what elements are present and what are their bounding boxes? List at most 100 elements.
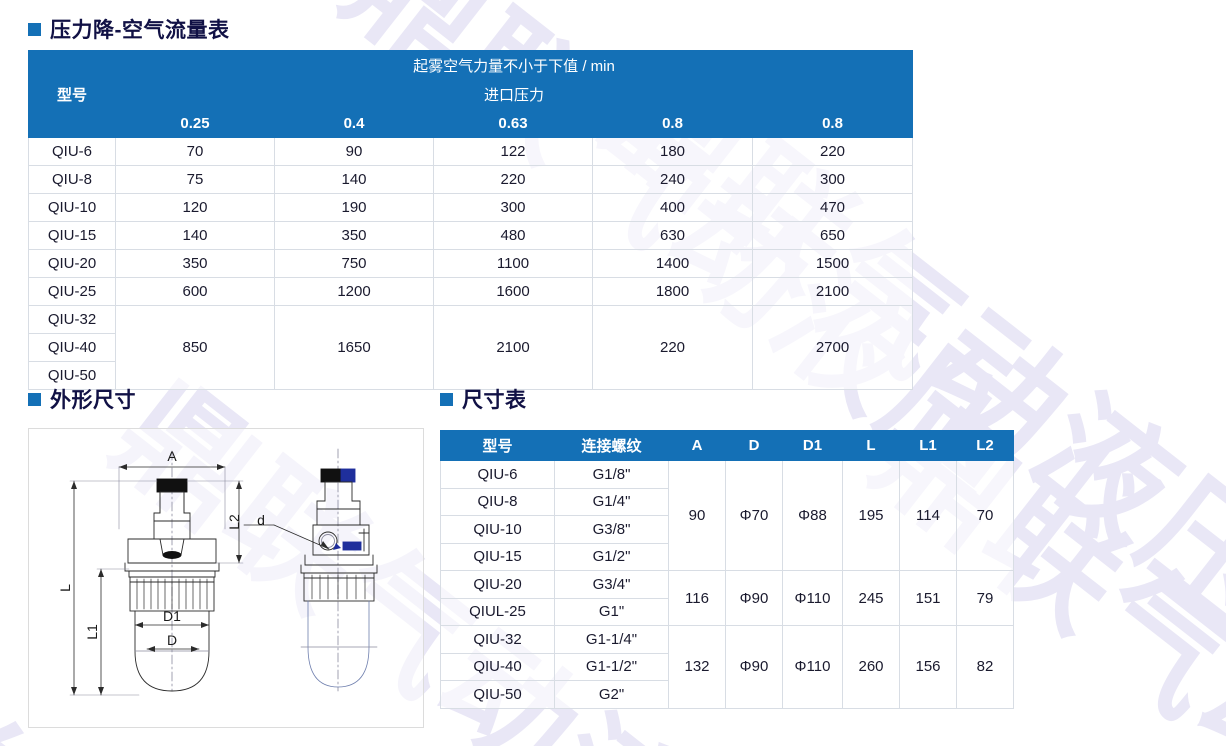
flow-cell-value: 1500 bbox=[752, 249, 913, 278]
table-row: QIU-50 G2" bbox=[440, 680, 1014, 709]
flow-cell-model: QIU-40 bbox=[28, 333, 116, 362]
dim-cell-l2: 70 bbox=[956, 460, 1014, 571]
flow-cell-model: QIU-25 bbox=[28, 277, 116, 306]
dim-cell-thread: G1/8" bbox=[554, 460, 669, 489]
flow-cell-value-merged: 1650 bbox=[274, 305, 434, 390]
table-row: QIU-32 G1-1/4" 132 Φ90 Φ110 260 156 82 bbox=[440, 625, 1014, 709]
dim-cell-model: QIU-15 bbox=[440, 542, 555, 571]
dim-cell-model: QIU-50 bbox=[440, 680, 555, 709]
dim-header-row: 型号 连接螺纹 A D D1 L L1 L2 bbox=[440, 430, 1014, 461]
flow-cell-model: QIU-20 bbox=[28, 249, 116, 278]
dimension-size-table: 型号 连接螺纹 A D D1 L L1 L2 QIU-6 G1/8" 90 Φ7… bbox=[440, 430, 1014, 709]
dim-header-d: D bbox=[725, 430, 783, 461]
table-row: QIU-10 G3/8" bbox=[440, 515, 1014, 544]
dim-header-thread: 连接螺纹 bbox=[554, 430, 669, 461]
dim-cell-model: QIU-6 bbox=[440, 460, 555, 489]
table-row: QIU-40 bbox=[28, 333, 913, 362]
label-D1: D1 bbox=[163, 608, 181, 624]
flow-cell-value: 1400 bbox=[592, 249, 753, 278]
flow-cell-value: 470 bbox=[752, 193, 913, 222]
dim-cell-a: 90 bbox=[668, 460, 726, 571]
dim-cell-d: Φ90 bbox=[725, 625, 783, 709]
flow-cell-value: 120 bbox=[115, 193, 275, 222]
table-row: QIU-6 G1/8" 90 Φ70 Φ88 195 114 70 bbox=[440, 460, 1014, 571]
bullet-square-icon bbox=[28, 22, 41, 36]
table-row: QIU-15 140 350 480 630 650 bbox=[28, 221, 913, 250]
flow-cell-value: 350 bbox=[115, 249, 275, 278]
section-heading-outline-label: 外形尺寸 bbox=[50, 389, 136, 412]
flow-cell-value: 1100 bbox=[433, 249, 593, 278]
table-row: QIU-8 75 140 220 240 300 bbox=[28, 165, 913, 194]
flow-cell-value: 300 bbox=[752, 165, 913, 194]
flow-cell-value: 140 bbox=[274, 165, 434, 194]
dim-header-d1: D1 bbox=[782, 430, 843, 461]
dim-table-head: 型号 连接螺纹 A D D1 L L1 L2 bbox=[440, 430, 1014, 461]
section-heading-outline: 外形尺寸 bbox=[28, 384, 136, 414]
dim-header-a: A bbox=[668, 430, 726, 461]
dim-cell-d: Φ70 bbox=[725, 460, 783, 571]
table-row: QIU-20 350 750 1100 1400 1500 bbox=[28, 249, 913, 278]
flow-cell-value: 220 bbox=[433, 165, 593, 194]
table-row: QIU-25 600 1200 1600 1800 2100 bbox=[28, 277, 913, 306]
dim-header-l2: L2 bbox=[956, 430, 1014, 461]
bullet-square-icon bbox=[28, 392, 41, 406]
dim-cell-l1: 156 bbox=[899, 625, 957, 709]
flow-header-pressure: 0.63 bbox=[433, 108, 593, 138]
dim-cell-l2: 82 bbox=[956, 625, 1014, 709]
dim-cell-l1: 151 bbox=[899, 570, 957, 626]
flow-header-row-pressures: 0.25 0.4 0.63 0.8 0.8 bbox=[29, 108, 913, 138]
flow-cell-value: 220 bbox=[752, 137, 913, 166]
flow-cell-value-merged: 220 bbox=[592, 305, 753, 390]
dim-cell-d: Φ90 bbox=[725, 570, 783, 626]
flow-cell-value: 90 bbox=[274, 137, 434, 166]
outline-drawing-panel: A D1 D d L2 L L1 bbox=[28, 428, 424, 728]
dim-cell-l2: 79 bbox=[956, 570, 1014, 626]
label-d: d bbox=[257, 512, 265, 528]
label-L1: L1 bbox=[84, 624, 100, 640]
dim-table-body: QIU-6 G1/8" 90 Φ70 Φ88 195 114 70 QIU-8 … bbox=[440, 460, 1014, 709]
dim-cell-thread: G3/4" bbox=[554, 570, 669, 599]
flow-header-pressure: 0.25 bbox=[115, 108, 275, 138]
flow-cell-value-merged: 2100 bbox=[433, 305, 593, 390]
dim-cell-thread: G1/4" bbox=[554, 487, 669, 516]
flow-cell-value: 180 bbox=[592, 137, 753, 166]
flow-cell-value: 400 bbox=[592, 193, 753, 222]
label-D: D bbox=[167, 632, 177, 648]
dim-cell-l: 260 bbox=[842, 625, 900, 709]
dim-cell-d1: Φ110 bbox=[782, 570, 843, 626]
dim-cell-model: QIU-32 bbox=[440, 625, 555, 654]
flow-cell-value: 1600 bbox=[433, 277, 593, 306]
flow-header-group: 起雾空气力量不小于下值 / min bbox=[115, 50, 913, 80]
section-heading-size-label: 尺寸表 bbox=[462, 389, 527, 412]
flow-cell-value: 1200 bbox=[274, 277, 434, 306]
flow-cell-value: 1800 bbox=[592, 277, 753, 306]
table-row: QIUL-25 G1" bbox=[440, 597, 1014, 626]
table-row: QIU-6 70 90 122 180 220 bbox=[28, 137, 913, 166]
dim-cell-thread: G1/2" bbox=[554, 542, 669, 571]
dim-header-model: 型号 bbox=[440, 430, 555, 461]
dim-cell-l: 195 bbox=[842, 460, 900, 571]
flow-cell-value-merged: 2700 bbox=[752, 305, 913, 390]
flow-header-subgroup: 进口压力 bbox=[115, 79, 913, 109]
table-row: QIU-40 G1-1/2" bbox=[440, 652, 1014, 681]
flow-cell-value: 140 bbox=[115, 221, 275, 250]
flow-cell-value: 2100 bbox=[752, 277, 913, 306]
flow-header-row-group: 型号 起雾空气力量不小于下值 / min bbox=[28, 50, 913, 138]
dim-header-l1: L1 bbox=[899, 430, 957, 461]
section-heading-size: 尺寸表 bbox=[440, 384, 527, 414]
flow-cell-value: 122 bbox=[433, 137, 593, 166]
flow-cell-value: 350 bbox=[274, 221, 434, 250]
lubricator-dimension-drawing: A D1 D d L2 L L1 bbox=[57, 448, 378, 696]
flow-cell-value: 480 bbox=[433, 221, 593, 250]
dim-cell-l: 245 bbox=[842, 570, 900, 626]
flow-header-model: 型号 bbox=[28, 50, 116, 138]
dim-cell-model: QIUL-25 bbox=[440, 597, 555, 626]
flow-table-head: 型号 起雾空气力量不小于下值 / min 进口压力 0.25 0.4 0.63 … bbox=[28, 50, 913, 138]
flow-cell-model: QIU-10 bbox=[28, 193, 116, 222]
dim-cell-d1: Φ88 bbox=[782, 460, 843, 571]
flow-cell-model: QIU-15 bbox=[28, 221, 116, 250]
flow-header-pressure: 0.8 bbox=[752, 108, 913, 138]
flow-cell-value-merged: 850 bbox=[115, 305, 275, 390]
flow-cell-value: 600 bbox=[115, 277, 275, 306]
dim-cell-model: QIU-10 bbox=[440, 515, 555, 544]
